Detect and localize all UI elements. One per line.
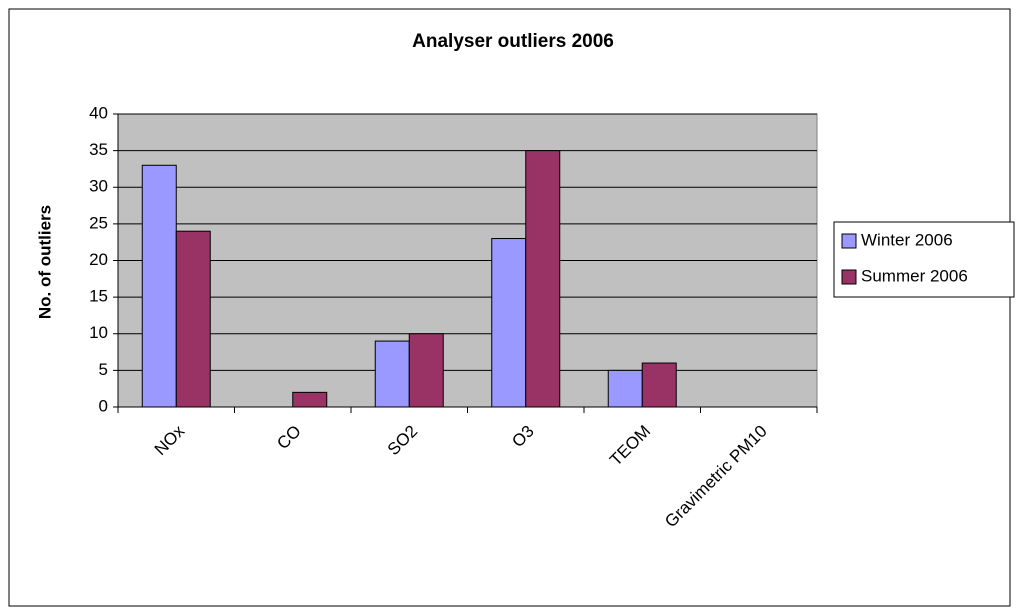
legend-label: Summer 2006 <box>861 266 968 285</box>
bar <box>292 391 328 408</box>
y-tick-label: 40 <box>89 103 108 122</box>
bar <box>141 164 177 408</box>
legend-box <box>833 221 1015 298</box>
bar <box>408 333 444 408</box>
y-tick-label: 25 <box>89 213 108 232</box>
y-tick-label: 10 <box>89 323 108 342</box>
bar <box>607 369 643 408</box>
legend-swatch <box>841 233 857 249</box>
y-tick-label: 15 <box>89 287 108 306</box>
bar <box>374 340 410 408</box>
bar <box>525 150 561 408</box>
legend-swatch <box>841 269 857 285</box>
legend-label: Winter 2006 <box>861 230 953 249</box>
y-tick-label: 30 <box>89 177 108 196</box>
y-tick-label: 20 <box>89 250 108 269</box>
chart-title: Analyser outliers 2006 <box>412 31 614 52</box>
bar <box>491 238 527 408</box>
y-axis-label: No. of outliers <box>35 205 54 319</box>
bar <box>641 362 677 408</box>
y-tick-label: 0 <box>99 396 108 415</box>
bar <box>175 230 211 408</box>
y-tick-label: 5 <box>99 360 108 379</box>
y-tick-label: 35 <box>89 140 108 159</box>
